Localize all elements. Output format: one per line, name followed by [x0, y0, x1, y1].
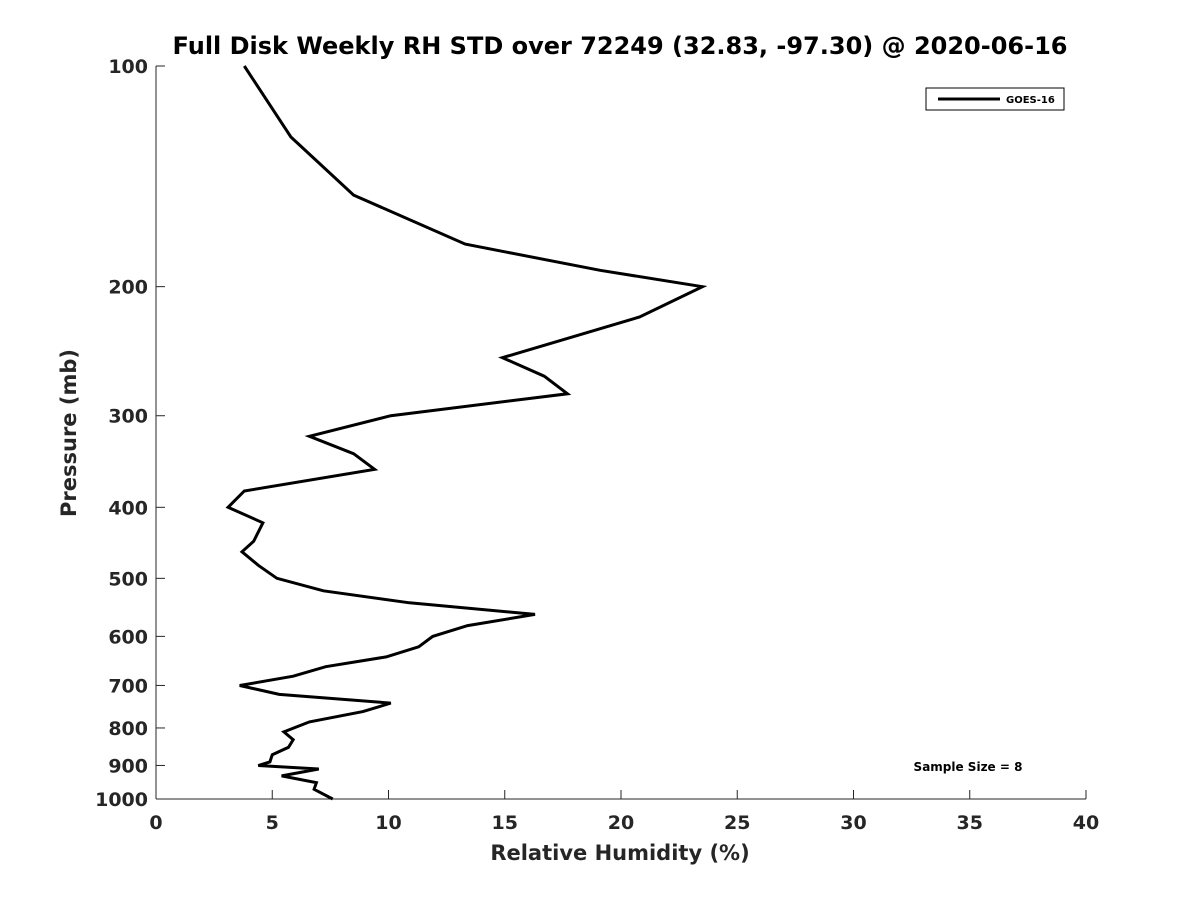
- series-line-goes-16: [225, 65, 708, 801]
- y-tick-label: 1000: [95, 789, 148, 811]
- plot-area: 0 5 10 15 20 25 30 35 40 100 200 300 400 500 600 700 800…: [95, 56, 1099, 834]
- y-tick-label: 900: [108, 755, 148, 777]
- x-tick-label: 30: [840, 812, 866, 834]
- x-tick-label: 5: [266, 812, 279, 834]
- legend: GOES-16: [925, 87, 1065, 111]
- x-tick-label: 25: [724, 812, 750, 834]
- x-axis-label: Relative Humidity (%): [490, 841, 749, 865]
- y-tick-label: 300: [108, 406, 148, 428]
- chart-title: Full Disk Weekly RH STD over 72249 (32.8…: [173, 32, 1068, 60]
- x-tick-label: 20: [608, 812, 634, 834]
- x-tick-label: 35: [957, 812, 983, 834]
- x-tick-label: 0: [149, 812, 162, 834]
- y-tick-label: 400: [108, 497, 148, 519]
- x-tick-label: 10: [375, 812, 401, 834]
- y-tick-label: 500: [108, 568, 148, 590]
- y-axis-label: Pressure (mb): [57, 349, 81, 517]
- y-tick-label: 200: [108, 277, 148, 299]
- y-tick-label: 800: [108, 718, 148, 740]
- x-tick-label: 15: [492, 812, 518, 834]
- sample-size-annotation: Sample Size = 8: [914, 760, 1023, 774]
- x-tick-label: 40: [1073, 812, 1099, 834]
- y-tick-label: 700: [108, 675, 148, 697]
- y-tick-label: 100: [108, 56, 148, 78]
- y-tick-label: 600: [108, 626, 148, 648]
- legend-label: GOES-16: [1006, 95, 1055, 106]
